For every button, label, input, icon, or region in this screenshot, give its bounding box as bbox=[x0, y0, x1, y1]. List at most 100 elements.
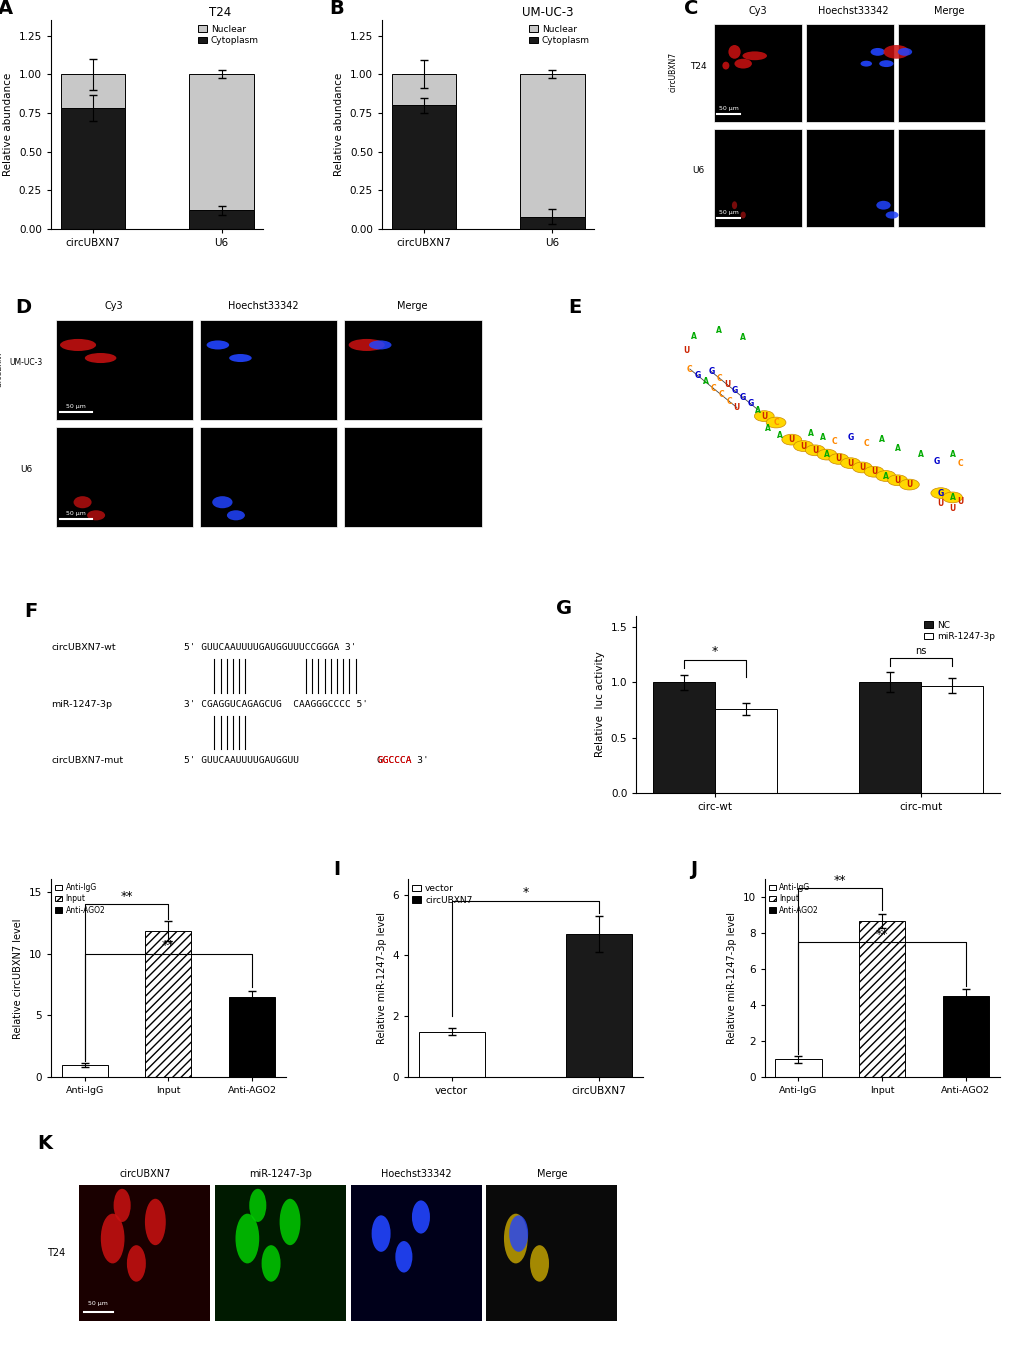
Legend: Anti-IgG, Input, Anti-AGO2: Anti-IgG, Input, Anti-AGO2 bbox=[768, 883, 818, 915]
Text: A: A bbox=[776, 431, 783, 440]
Bar bbox=[391, 105, 455, 230]
Text: Hoechst33342: Hoechst33342 bbox=[227, 301, 298, 312]
Text: A: A bbox=[715, 325, 720, 335]
FancyBboxPatch shape bbox=[200, 427, 337, 528]
Circle shape bbox=[840, 458, 860, 468]
FancyBboxPatch shape bbox=[343, 320, 481, 420]
Text: GGCCCA 3': GGCCCA 3' bbox=[377, 756, 429, 765]
Ellipse shape bbox=[740, 212, 745, 219]
Text: A: A bbox=[702, 378, 708, 386]
Circle shape bbox=[942, 491, 962, 502]
Text: C: C bbox=[772, 418, 779, 427]
Ellipse shape bbox=[721, 62, 729, 70]
Text: circUBXN7: circUBXN7 bbox=[119, 1169, 170, 1179]
Text: **: ** bbox=[834, 875, 846, 887]
Ellipse shape bbox=[235, 1214, 259, 1264]
Ellipse shape bbox=[503, 1214, 527, 1264]
Circle shape bbox=[793, 440, 812, 451]
Text: U: U bbox=[788, 435, 794, 444]
Text: C: C bbox=[715, 374, 721, 382]
Ellipse shape bbox=[101, 1214, 124, 1264]
Text: A: A bbox=[819, 433, 825, 441]
Legend: Nuclear, Cytoplasm: Nuclear, Cytoplasm bbox=[198, 24, 259, 46]
Text: U6: U6 bbox=[692, 166, 704, 176]
Circle shape bbox=[782, 435, 801, 446]
Text: J: J bbox=[689, 860, 696, 879]
Text: Merge: Merge bbox=[933, 7, 964, 16]
Text: 50 μm: 50 μm bbox=[66, 404, 86, 409]
Text: **: ** bbox=[162, 940, 174, 952]
Bar bbox=[520, 74, 584, 216]
Text: 5' GUUCAAUUUUGAUGGUUUCCGGGA 3': 5' GUUCAAUUUUGAUGGUUUCCGGGA 3' bbox=[184, 644, 357, 652]
Text: G: G bbox=[739, 393, 745, 402]
Text: Cy3: Cy3 bbox=[747, 7, 766, 16]
Text: U: U bbox=[956, 497, 963, 506]
Ellipse shape bbox=[875, 201, 890, 209]
Text: Hoechst33342: Hoechst33342 bbox=[380, 1169, 451, 1179]
Text: U6: U6 bbox=[20, 466, 33, 474]
Text: K: K bbox=[37, 1134, 52, 1153]
Ellipse shape bbox=[60, 339, 96, 351]
Ellipse shape bbox=[87, 510, 105, 520]
Text: C: C bbox=[957, 459, 962, 467]
Text: A: A bbox=[882, 471, 888, 481]
Text: GGCCCA: GGCCCA bbox=[377, 756, 412, 765]
Text: 50 μm: 50 μm bbox=[718, 211, 738, 215]
Text: C: C bbox=[863, 439, 868, 448]
Text: U: U bbox=[906, 481, 912, 489]
Ellipse shape bbox=[878, 61, 893, 68]
Text: G: G bbox=[936, 489, 943, 498]
Ellipse shape bbox=[897, 49, 911, 55]
Bar bbox=[858, 682, 920, 792]
Text: A: A bbox=[764, 424, 770, 433]
Text: 50 μm: 50 μm bbox=[718, 105, 738, 111]
Ellipse shape bbox=[207, 340, 229, 350]
Circle shape bbox=[754, 410, 773, 421]
Ellipse shape bbox=[145, 1199, 166, 1245]
Text: U: U bbox=[733, 404, 739, 412]
Bar bbox=[520, 216, 584, 230]
FancyBboxPatch shape bbox=[55, 320, 193, 420]
FancyBboxPatch shape bbox=[79, 1185, 210, 1322]
Text: C: C bbox=[710, 383, 715, 393]
Bar bbox=[229, 996, 275, 1077]
Circle shape bbox=[930, 487, 950, 498]
Ellipse shape bbox=[530, 1245, 548, 1281]
Bar bbox=[146, 931, 192, 1077]
Ellipse shape bbox=[742, 51, 766, 61]
Ellipse shape bbox=[884, 212, 898, 219]
Text: T24: T24 bbox=[690, 62, 706, 70]
Ellipse shape bbox=[229, 354, 252, 362]
FancyBboxPatch shape bbox=[55, 427, 193, 528]
FancyBboxPatch shape bbox=[351, 1185, 481, 1322]
Text: G: G bbox=[707, 367, 713, 377]
Text: Cy3: Cy3 bbox=[105, 301, 123, 312]
Text: I: I bbox=[332, 860, 339, 879]
FancyBboxPatch shape bbox=[200, 320, 337, 420]
Bar bbox=[60, 108, 125, 230]
Y-axis label: Relative circUBXN7 level: Relative circUBXN7 level bbox=[13, 918, 23, 1038]
Bar bbox=[61, 1065, 108, 1077]
FancyBboxPatch shape bbox=[805, 24, 893, 123]
Circle shape bbox=[828, 454, 848, 464]
Ellipse shape bbox=[508, 1215, 528, 1251]
Text: 50 μm: 50 μm bbox=[89, 1301, 108, 1305]
Text: U: U bbox=[936, 500, 943, 509]
FancyBboxPatch shape bbox=[486, 1185, 616, 1322]
Circle shape bbox=[816, 450, 837, 460]
Text: T24: T24 bbox=[209, 7, 231, 19]
Legend: Nuclear, Cytoplasm: Nuclear, Cytoplasm bbox=[529, 24, 589, 46]
Text: G: G bbox=[847, 433, 853, 441]
Circle shape bbox=[863, 466, 883, 477]
Y-axis label: Relative abundance: Relative abundance bbox=[3, 73, 13, 177]
Bar bbox=[60, 74, 125, 108]
FancyBboxPatch shape bbox=[897, 24, 984, 123]
Ellipse shape bbox=[860, 61, 871, 66]
Ellipse shape bbox=[113, 1189, 130, 1222]
Text: circUBXN7: circUBXN7 bbox=[0, 351, 2, 387]
Legend: vector, circUBXN7: vector, circUBXN7 bbox=[412, 884, 472, 904]
Bar bbox=[391, 74, 455, 105]
Y-axis label: Relative miR-1247-3p level: Relative miR-1247-3p level bbox=[376, 913, 386, 1045]
Text: U: U bbox=[949, 504, 955, 513]
FancyBboxPatch shape bbox=[215, 1185, 345, 1322]
